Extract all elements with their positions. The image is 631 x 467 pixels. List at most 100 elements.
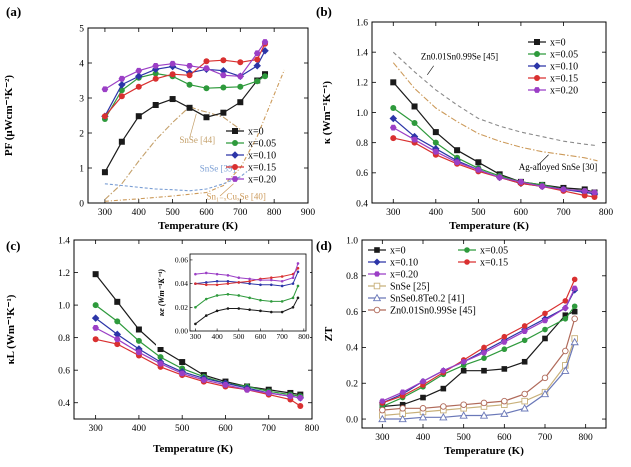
inset-data-point bbox=[227, 282, 230, 285]
x-tick-label: 800 bbox=[267, 208, 282, 218]
inset-data-point bbox=[248, 297, 251, 300]
data-point bbox=[502, 334, 508, 340]
inset-x-tick-label: 300 bbox=[190, 332, 202, 341]
legend-marker bbox=[374, 271, 380, 276]
data-point bbox=[481, 400, 487, 406]
inset-data-point bbox=[248, 282, 251, 285]
x-tick-label: 300 bbox=[89, 424, 104, 434]
legend-marker bbox=[231, 151, 239, 159]
y-tick-label: 5 bbox=[79, 24, 84, 34]
data-point bbox=[237, 84, 243, 90]
legend-label: x=0 bbox=[248, 127, 264, 138]
legend-entry: x=0.05 bbox=[458, 246, 508, 257]
y-tick-label: 1.2 bbox=[356, 79, 368, 89]
x-tick-label: 800 bbox=[599, 208, 614, 218]
data-point bbox=[118, 81, 126, 89]
legend-entry: x=0.05 bbox=[528, 50, 578, 61]
y-tick-label: 3 bbox=[79, 94, 84, 104]
legend-label: x=0.10 bbox=[550, 62, 578, 73]
data-point bbox=[542, 336, 548, 342]
legend-marker bbox=[464, 259, 470, 265]
legend-marker bbox=[533, 62, 541, 70]
x-tick-label: 600 bbox=[514, 208, 529, 218]
data-point bbox=[390, 105, 396, 111]
y-tick-label: 0.8 bbox=[58, 334, 70, 344]
inset-data-point bbox=[227, 274, 230, 277]
data-point bbox=[522, 323, 528, 329]
inset-data-point bbox=[205, 272, 208, 275]
data-point bbox=[542, 327, 548, 333]
legend-label: x=0.05 bbox=[550, 50, 578, 61]
series-line bbox=[393, 128, 594, 193]
data-point bbox=[237, 59, 243, 65]
y-tick-label: 1.0 bbox=[58, 301, 70, 311]
data-point bbox=[412, 120, 418, 126]
legend-label: x=0.20 bbox=[550, 86, 578, 97]
x-tick-label: 700 bbox=[233, 208, 248, 218]
data-point bbox=[170, 71, 176, 77]
legend-label: x=0.10 bbox=[248, 151, 276, 162]
data-point bbox=[572, 303, 578, 309]
inset-y-axis-title: κe (Wm⁻¹K⁻¹) bbox=[157, 269, 166, 316]
legend-marker bbox=[374, 247, 380, 253]
panel-label: (d) bbox=[316, 238, 332, 253]
reference-line bbox=[105, 172, 247, 191]
inset-data-point bbox=[248, 280, 251, 283]
data-point bbox=[297, 403, 303, 409]
data-point bbox=[220, 57, 226, 63]
figure: 300 400 500 600 700 800 900012345Temperature (… bbox=[0, 0, 631, 467]
legend-entry: x=0.20 bbox=[368, 270, 418, 281]
inset-x-tick-label: 400 bbox=[211, 332, 223, 341]
x-tick-label: 700 bbox=[556, 208, 571, 218]
x-tick-label: 500 bbox=[457, 433, 472, 443]
inset-x-tick-label: 800 bbox=[298, 332, 310, 341]
reference-annotation: Zn0.01Sn0.99Se [45] bbox=[421, 52, 498, 62]
x-tick-label: 500 bbox=[175, 424, 190, 434]
data-point bbox=[186, 63, 193, 69]
legend-marker bbox=[374, 283, 380, 289]
y-tick-label: 1.0 bbox=[356, 109, 368, 119]
panel-label: (b) bbox=[316, 4, 332, 19]
x-tick-label: 800 bbox=[305, 424, 320, 434]
inset-y-tick-label: 0.00 bbox=[175, 327, 188, 336]
inset-data-point bbox=[227, 293, 230, 296]
panel-label: (a) bbox=[6, 4, 21, 19]
data-point bbox=[220, 85, 226, 91]
y-tick-label: 0.4 bbox=[346, 344, 358, 354]
x-tick-label: 300 bbox=[98, 208, 113, 218]
inset-data-point bbox=[281, 275, 284, 278]
legend-marker bbox=[232, 128, 238, 134]
data-point bbox=[237, 99, 243, 105]
y-tick-label: 0.6 bbox=[58, 366, 70, 376]
x-axis-title: Temperature (K) bbox=[444, 445, 524, 457]
y-tick-label: 0.8 bbox=[346, 272, 358, 282]
data-point bbox=[102, 113, 108, 119]
data-point bbox=[420, 406, 426, 412]
x-tick-label: 400 bbox=[416, 433, 431, 443]
x-tick-label: 300 bbox=[375, 433, 390, 443]
data-point bbox=[441, 404, 447, 410]
data-point bbox=[521, 405, 528, 411]
data-point bbox=[502, 398, 508, 404]
inset-data-point bbox=[281, 280, 284, 283]
x-tick-label: 900 bbox=[301, 208, 316, 218]
legend-label: x=0.05 bbox=[480, 246, 508, 257]
x-tick-label: 300 bbox=[386, 208, 401, 218]
data-point bbox=[187, 105, 193, 111]
legend-label: Zn0.01Sn0.99Se [45] bbox=[390, 306, 476, 317]
legend-entry: x=0.20 bbox=[528, 86, 578, 97]
reference-annotation: SnSe [39] bbox=[200, 164, 236, 174]
legend-entry: x=0.05 bbox=[226, 139, 276, 150]
data-point bbox=[502, 366, 508, 372]
y-axis-title: ZT bbox=[323, 326, 335, 341]
y-tick-label: 0.0 bbox=[346, 415, 358, 425]
series-x-0-20 bbox=[102, 39, 269, 92]
y-tick-label: 1.0 bbox=[346, 236, 358, 246]
legend-label: x=0.15 bbox=[550, 74, 578, 85]
x-tick-label: 700 bbox=[538, 433, 553, 443]
x-tick-label: 500 bbox=[471, 208, 486, 218]
legend-entry: x=0 bbox=[226, 127, 264, 138]
legend-entry: x=0.10 bbox=[226, 151, 276, 162]
inset-data-point bbox=[216, 294, 219, 297]
data-point bbox=[114, 318, 120, 324]
